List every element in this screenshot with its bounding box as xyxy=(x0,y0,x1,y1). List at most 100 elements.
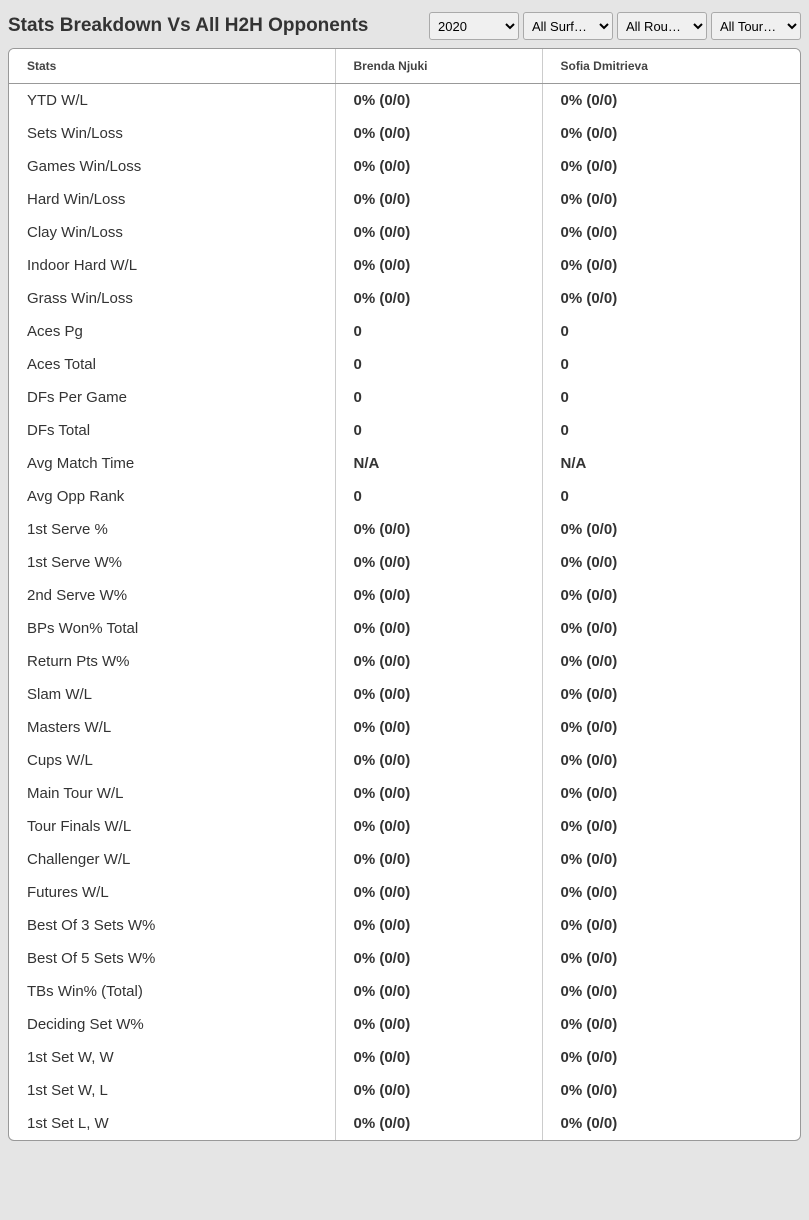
player2-value: 0% (0/0) xyxy=(542,810,800,843)
player1-value: 0% (0/0) xyxy=(335,84,542,118)
table-row: Clay Win/Loss0% (0/0)0% (0/0) xyxy=(9,216,800,249)
table-row: YTD W/L0% (0/0)0% (0/0) xyxy=(9,84,800,118)
player2-value: 0% (0/0) xyxy=(542,843,800,876)
player1-value: 0% (0/0) xyxy=(335,810,542,843)
player2-value: 0 xyxy=(542,381,800,414)
stat-label: Masters W/L xyxy=(9,711,335,744)
player2-value: 0 xyxy=(542,315,800,348)
stat-label: Cups W/L xyxy=(9,744,335,777)
player2-value: 0% (0/0) xyxy=(542,711,800,744)
player1-value: 0% (0/0) xyxy=(335,150,542,183)
table-row: 2nd Serve W%0% (0/0)0% (0/0) xyxy=(9,579,800,612)
tour-filter[interactable]: All Tour… xyxy=(711,12,801,40)
player1-value: 0% (0/0) xyxy=(335,1074,542,1107)
player1-value: 0% (0/0) xyxy=(335,216,542,249)
stat-label: DFs Per Game xyxy=(9,381,335,414)
table-row: Cups W/L0% (0/0)0% (0/0) xyxy=(9,744,800,777)
player2-value: 0% (0/0) xyxy=(542,579,800,612)
table-row: Avg Opp Rank00 xyxy=(9,480,800,513)
player2-value: 0% (0/0) xyxy=(542,678,800,711)
surface-filter[interactable]: All Surf… xyxy=(523,12,613,40)
player1-value: 0% (0/0) xyxy=(335,1041,542,1074)
player2-value: 0% (0/0) xyxy=(542,1008,800,1041)
stat-label: TBs Win% (Total) xyxy=(9,975,335,1008)
player1-value: 0 xyxy=(335,348,542,381)
player1-value: N/A xyxy=(335,447,542,480)
table-row: Futures W/L0% (0/0)0% (0/0) xyxy=(9,876,800,909)
player1-value: 0% (0/0) xyxy=(335,1008,542,1041)
table-row: 1st Serve W%0% (0/0)0% (0/0) xyxy=(9,546,800,579)
player1-value: 0% (0/0) xyxy=(335,942,542,975)
player2-value: 0% (0/0) xyxy=(542,876,800,909)
stat-label: Deciding Set W% xyxy=(9,1008,335,1041)
player2-value: 0% (0/0) xyxy=(542,777,800,810)
stat-label: 2nd Serve W% xyxy=(9,579,335,612)
stat-label: 1st Serve W% xyxy=(9,546,335,579)
player2-value: 0% (0/0) xyxy=(542,942,800,975)
stat-label: 1st Serve % xyxy=(9,513,335,546)
stat-label: 1st Set L, W xyxy=(9,1107,335,1140)
player2-value: 0% (0/0) xyxy=(542,513,800,546)
filter-group: 2020 All Surf… All Rou… All Tour… xyxy=(429,12,801,40)
stats-table: Stats Brenda Njuki Sofia Dmitrieva YTD W… xyxy=(9,49,800,1140)
stat-label: Games Win/Loss xyxy=(9,150,335,183)
player2-value: 0% (0/0) xyxy=(542,744,800,777)
player2-value: 0% (0/0) xyxy=(542,612,800,645)
stat-label: Indoor Hard W/L xyxy=(9,249,335,282)
column-header-player1: Brenda Njuki xyxy=(335,49,542,84)
player2-value: 0% (0/0) xyxy=(542,183,800,216)
player2-value: 0 xyxy=(542,348,800,381)
stat-label: Grass Win/Loss xyxy=(9,282,335,315)
stat-label: Best Of 5 Sets W% xyxy=(9,942,335,975)
round-filter[interactable]: All Rou… xyxy=(617,12,707,40)
player1-value: 0% (0/0) xyxy=(335,546,542,579)
stat-label: Avg Match Time xyxy=(9,447,335,480)
table-row: Main Tour W/L0% (0/0)0% (0/0) xyxy=(9,777,800,810)
player2-value: 0% (0/0) xyxy=(542,645,800,678)
player2-value: 0% (0/0) xyxy=(542,117,800,150)
stat-label: Hard Win/Loss xyxy=(9,183,335,216)
player1-value: 0% (0/0) xyxy=(335,117,542,150)
player2-value: 0% (0/0) xyxy=(542,1041,800,1074)
player1-value: 0% (0/0) xyxy=(335,612,542,645)
player2-value: 0% (0/0) xyxy=(542,1107,800,1140)
stat-label: Challenger W/L xyxy=(9,843,335,876)
table-row: 1st Set W, W0% (0/0)0% (0/0) xyxy=(9,1041,800,1074)
player2-value: 0 xyxy=(542,480,800,513)
table-row: Slam W/L0% (0/0)0% (0/0) xyxy=(9,678,800,711)
table-row: 1st Serve %0% (0/0)0% (0/0) xyxy=(9,513,800,546)
player1-value: 0% (0/0) xyxy=(335,711,542,744)
table-row: Aces Total00 xyxy=(9,348,800,381)
player1-value: 0% (0/0) xyxy=(335,249,542,282)
table-row: Return Pts W%0% (0/0)0% (0/0) xyxy=(9,645,800,678)
stat-label: Aces Total xyxy=(9,348,335,381)
player1-value: 0 xyxy=(335,414,542,447)
player2-value: 0 xyxy=(542,414,800,447)
table-row: Deciding Set W%0% (0/0)0% (0/0) xyxy=(9,1008,800,1041)
table-row: Hard Win/Loss0% (0/0)0% (0/0) xyxy=(9,183,800,216)
header-row: Stats Breakdown Vs All H2H Opponents 202… xyxy=(8,8,801,48)
player2-value: 0% (0/0) xyxy=(542,282,800,315)
player2-value: 0% (0/0) xyxy=(542,249,800,282)
table-row: Indoor Hard W/L0% (0/0)0% (0/0) xyxy=(9,249,800,282)
table-row: TBs Win% (Total)0% (0/0)0% (0/0) xyxy=(9,975,800,1008)
player2-value: 0% (0/0) xyxy=(542,84,800,118)
player1-value: 0% (0/0) xyxy=(335,645,542,678)
table-row: Avg Match TimeN/AN/A xyxy=(9,447,800,480)
player1-value: 0% (0/0) xyxy=(335,678,542,711)
stat-label: Avg Opp Rank xyxy=(9,480,335,513)
stat-label: Futures W/L xyxy=(9,876,335,909)
column-header-player2: Sofia Dmitrieva xyxy=(542,49,800,84)
player1-value: 0% (0/0) xyxy=(335,744,542,777)
player1-value: 0% (0/0) xyxy=(335,513,542,546)
table-row: 1st Set W, L0% (0/0)0% (0/0) xyxy=(9,1074,800,1107)
table-header-row: Stats Brenda Njuki Sofia Dmitrieva xyxy=(9,49,800,84)
table-row: Games Win/Loss0% (0/0)0% (0/0) xyxy=(9,150,800,183)
table-row: Best Of 5 Sets W%0% (0/0)0% (0/0) xyxy=(9,942,800,975)
year-filter[interactable]: 2020 xyxy=(429,12,519,40)
stat-label: Main Tour W/L xyxy=(9,777,335,810)
player1-value: 0% (0/0) xyxy=(335,183,542,216)
player1-value: 0% (0/0) xyxy=(335,876,542,909)
table-row: DFs Total00 xyxy=(9,414,800,447)
player2-value: 0% (0/0) xyxy=(542,150,800,183)
